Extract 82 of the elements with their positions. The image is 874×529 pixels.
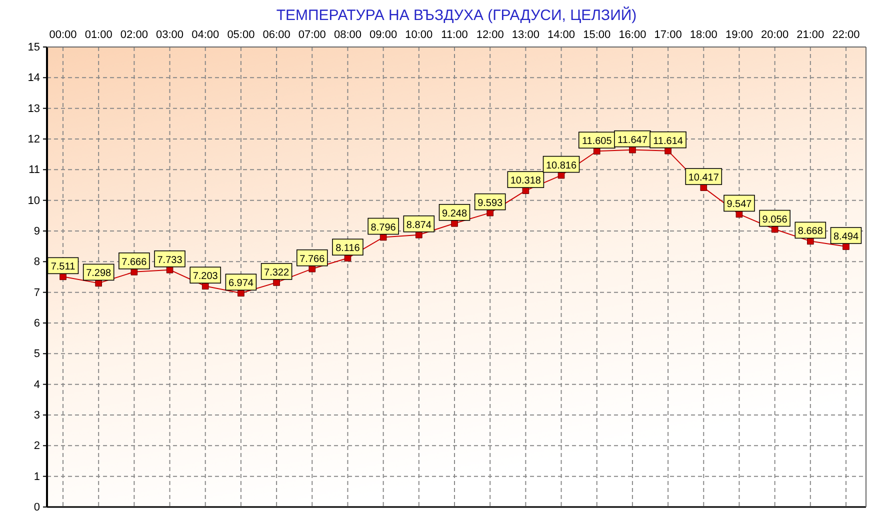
y-tick-label: 1 xyxy=(34,470,40,483)
data-label: 7.666 xyxy=(122,256,148,268)
y-tick-label: 13 xyxy=(28,102,40,115)
x-tick-label: 01:00 xyxy=(84,29,112,41)
y-tick-label: 6 xyxy=(34,318,40,330)
point xyxy=(593,148,600,155)
data-label: 10.816 xyxy=(546,160,577,172)
data-label: 7.322 xyxy=(264,267,290,278)
x-tick-label: 02:00 xyxy=(120,29,148,41)
point xyxy=(558,172,565,179)
point xyxy=(736,210,743,218)
data-label: 8.494 xyxy=(833,232,859,243)
data-label: 11.614 xyxy=(653,136,684,147)
x-tick-label: 11:00 xyxy=(441,29,468,41)
x-tick-label: 19:00 xyxy=(725,29,753,41)
x-tick-label: 17:00 xyxy=(654,29,682,41)
point xyxy=(95,280,102,287)
x-tick-label: 07:00 xyxy=(298,29,326,41)
x-tick-label: 21:00 xyxy=(796,29,824,41)
x-tick-label: 08:00 xyxy=(334,29,362,41)
x-tick-label: 13:00 xyxy=(512,29,540,41)
data-label: 8.874 xyxy=(406,220,432,231)
point xyxy=(700,184,708,191)
x-tick-label: 16:00 xyxy=(618,29,646,41)
point xyxy=(380,234,387,241)
x-tick-label: 12:00 xyxy=(476,29,504,41)
data-label: 9.593 xyxy=(478,198,504,209)
data-label: 8.796 xyxy=(370,222,396,234)
x-tick-label: 18:00 xyxy=(690,29,718,41)
data-label: 10.318 xyxy=(510,176,542,187)
x-tick-label: 00:00 xyxy=(49,29,77,41)
point xyxy=(522,187,530,194)
x-tick-label: 05:00 xyxy=(227,29,255,41)
x-tick-label: 06:00 xyxy=(262,29,290,41)
point xyxy=(842,243,850,250)
y-tick-label: 12 xyxy=(28,134,40,146)
point xyxy=(664,147,672,154)
y-tick-label: 14 xyxy=(28,72,40,84)
y-tick-label: 4 xyxy=(34,378,40,391)
y-tick-label: 7 xyxy=(34,286,40,299)
point xyxy=(486,209,494,216)
point xyxy=(344,254,352,262)
x-tick-label: 14:00 xyxy=(548,29,576,41)
y-tick-label: 10 xyxy=(28,194,40,207)
point xyxy=(60,273,66,280)
x-tick-label: 09:00 xyxy=(370,29,398,41)
y-tick-label: 5 xyxy=(34,348,40,360)
y-tick-label: 11 xyxy=(28,164,40,176)
data-label: 8.668 xyxy=(798,226,824,238)
point xyxy=(238,290,244,297)
y-tick-label: 9 xyxy=(34,226,40,238)
y-tick-label: 2 xyxy=(34,440,40,452)
x-tick-label: 10:00 xyxy=(405,29,433,41)
data-label: 11.647 xyxy=(618,134,648,146)
point xyxy=(202,282,209,290)
y-tick-label: 3 xyxy=(34,410,40,422)
data-label: 7.766 xyxy=(300,254,326,265)
x-tick-label: 03:00 xyxy=(156,29,184,41)
data-label: 7.511 xyxy=(50,262,76,273)
point xyxy=(273,279,280,286)
point xyxy=(629,146,636,154)
x-tick-label: 04:00 xyxy=(192,29,220,41)
y-tick-label: 15 xyxy=(28,42,40,54)
data-label: 6.974 xyxy=(228,278,254,290)
y-tick-label: 0 xyxy=(34,502,40,514)
y-tick-label: 8 xyxy=(34,256,40,268)
data-label: 10.417 xyxy=(688,172,720,184)
point xyxy=(806,238,814,245)
chart-title: ТЕМПЕРАТУРА НА ВЪЗДУХА (ГРАДУСИ, ЦЕЛЗИЙ) xyxy=(276,6,637,24)
data-label: 7.733 xyxy=(157,254,183,266)
point xyxy=(308,265,316,272)
data-label: 9.056 xyxy=(762,214,788,226)
data-label: 9.547 xyxy=(726,199,752,210)
data-label: 7.203 xyxy=(192,271,218,282)
data-label: 9.248 xyxy=(442,208,468,220)
x-tick-label: 15:00 xyxy=(583,29,611,41)
data-label: 11.605 xyxy=(582,136,612,148)
point xyxy=(771,226,778,233)
data-label: 7.298 xyxy=(86,268,112,280)
data-label: 8.116 xyxy=(336,243,360,254)
x-tick-label: 20:00 xyxy=(761,29,789,41)
x-tick-label: 22:00 xyxy=(832,29,860,41)
